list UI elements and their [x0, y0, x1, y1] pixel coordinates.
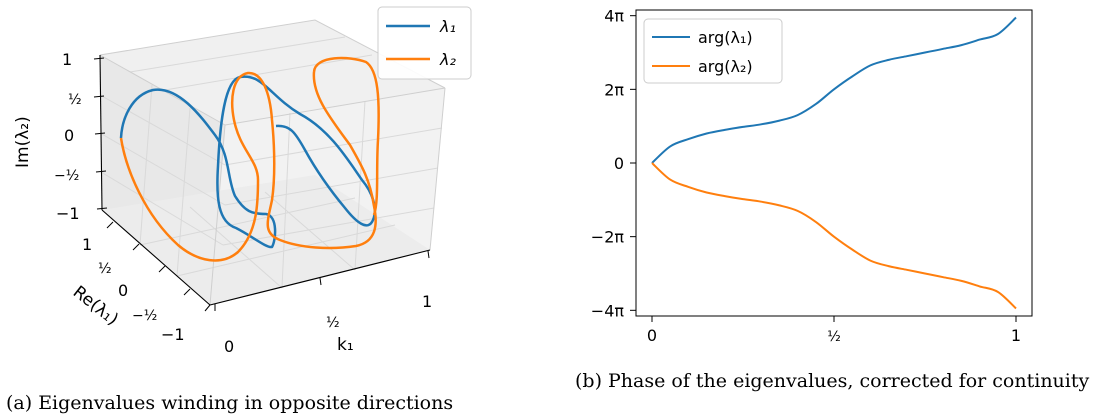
- legend-3d-label-2: λ₂: [439, 50, 456, 69]
- y-tick-1: 1: [82, 235, 92, 254]
- x-tick-0: 0: [224, 337, 234, 356]
- phase-plot: 4π 2π 0 −2π −4π 0 ½ 1 arg(λ₁) arg(λ₂): [591, 7, 1033, 345]
- x-tick-label: 1: [1011, 326, 1021, 345]
- y-axis-label: Re(λ₁): [69, 282, 122, 330]
- x-tick-half: ½: [326, 315, 340, 331]
- z-tick-neg-half: −½: [54, 168, 79, 184]
- series-arg-lambda1-line: [651, 16, 1017, 164]
- z-tick-neg-1: −1: [56, 204, 80, 223]
- z-tick-half: ½: [68, 92, 82, 108]
- z-axis-line: [99, 54, 103, 211]
- pane-back: [100, 20, 445, 125]
- legend-3d: λ₁ λ₂: [377, 6, 472, 80]
- legend-phase-label-2: arg(λ₂): [698, 57, 753, 76]
- y-tick-0: 0: [118, 281, 128, 300]
- tick-marks-3d: [93, 57, 430, 312]
- y-axis-line: [101, 209, 211, 306]
- y-tick-neg-1: −1: [161, 325, 185, 344]
- grid-3d: [99, 36, 443, 289]
- series-arg-lambda2-line: [651, 162, 1017, 310]
- pane-floor: [102, 175, 430, 305]
- y-tick-label: 4π: [604, 7, 624, 26]
- y-tick-label: −4π: [591, 301, 625, 320]
- x-axis-label: k₁: [337, 335, 354, 355]
- axes-3d: [99, 54, 431, 306]
- legend-3d-box: [377, 6, 472, 80]
- z-axis-label: Im(λ₂): [13, 116, 33, 168]
- legend-phase-label-1: arg(λ₁): [698, 28, 753, 47]
- legend-3d-label-1: λ₁: [439, 17, 456, 36]
- x-tick-1: 1: [422, 292, 432, 311]
- y-tick-neg-half: −½: [132, 308, 157, 324]
- caption-b: (b) Phase of the eigenvalues, corrected …: [575, 370, 1090, 392]
- x-axis-line: [209, 249, 431, 306]
- y-tick-label: −2π: [591, 228, 625, 247]
- x-tick-label: 0: [647, 326, 657, 345]
- caption-a: (a) Eigenvalues winding in opposite dire…: [6, 392, 453, 414]
- plot-3d: 1 ½ 0 −½ −1 Im(λ₂) 1 ½ 0 −½ −1 Re(λ₁) 0 …: [13, 6, 472, 356]
- phase-ticks: 4π 2π 0 −2π −4π 0 ½ 1: [591, 7, 1021, 345]
- legend-phase: arg(λ₁) arg(λ₂): [643, 18, 783, 84]
- y-tick-label: 0: [614, 154, 624, 173]
- z-tick-0: 0: [64, 126, 74, 145]
- y-tick-half: ½: [98, 261, 112, 277]
- z-tick-1: 1: [62, 50, 72, 69]
- x-tick-label: ½: [827, 329, 841, 345]
- series-lambda1-curve: [119, 75, 377, 249]
- series-lambda2-curve: [119, 56, 380, 262]
- y-tick-label: 2π: [604, 80, 624, 99]
